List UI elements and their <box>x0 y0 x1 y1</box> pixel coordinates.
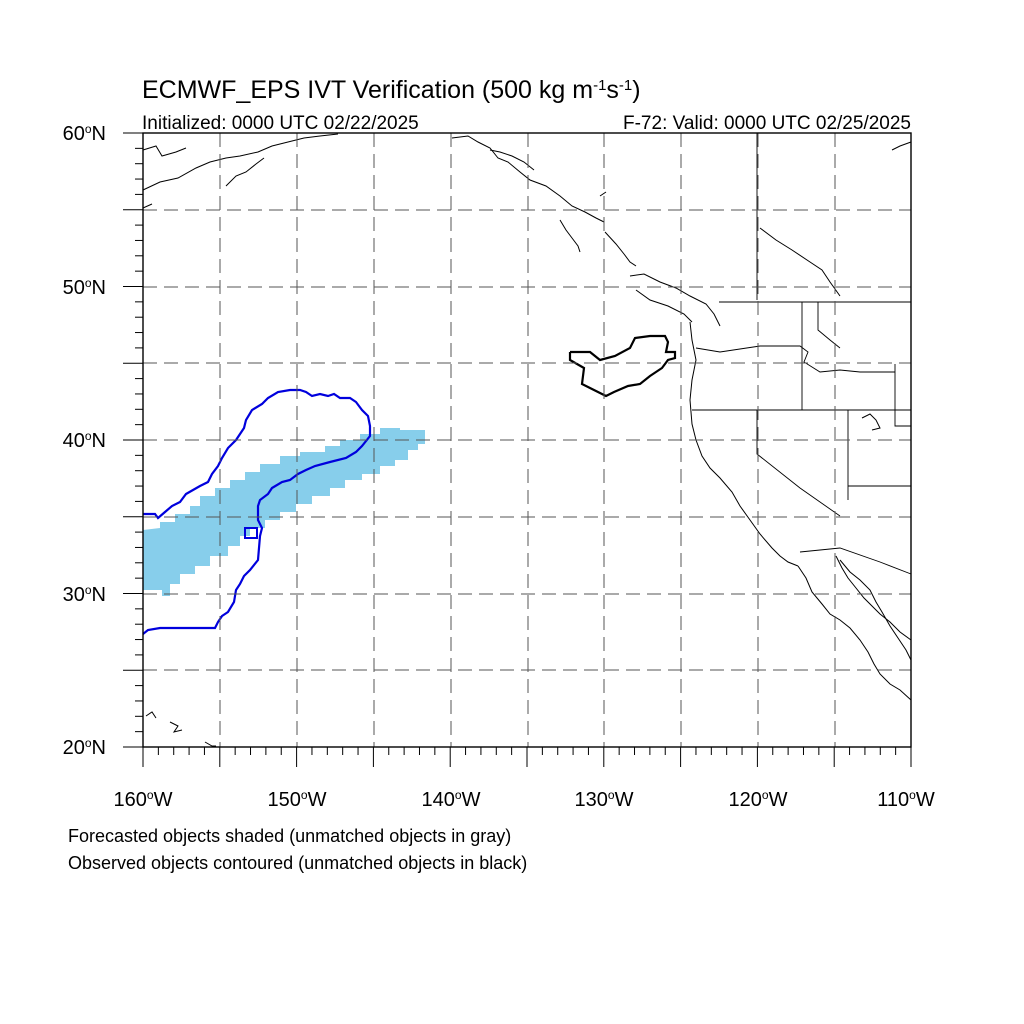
y-tick-label: 60oN <box>63 122 106 145</box>
x-tick-label: 150oW <box>268 788 327 811</box>
x-tick-label: 130oW <box>575 788 634 811</box>
axis-ticks <box>123 132 912 767</box>
observed-object-contour-segment <box>244 527 258 539</box>
political-borders <box>692 133 912 575</box>
observed-object-contour <box>142 388 372 635</box>
x-tick-label: 140oW <box>422 788 481 811</box>
x-tick-label: 120oW <box>729 788 788 811</box>
forecast-object-shaded <box>143 428 425 596</box>
y-axis-labels: 60oN 50oN 40oN 30oN 20oN <box>63 122 106 759</box>
map-title: ECMWF_EPS IVT Verification (500 kg m-1s-… <box>142 76 641 104</box>
init-time-label: Initialized: 0000 UTC 02/22/2025 <box>142 113 419 134</box>
x-axis-labels: 160oW 150oW 140oW 130oW 120oW 110oW <box>114 788 935 811</box>
forecast-legend-note: Forecasted objects shaded (unmatched obj… <box>68 826 511 846</box>
y-tick-label: 20oN <box>63 736 106 759</box>
valid-time-label: F-72: Valid: 0000 UTC 02/25/2025 <box>623 113 911 134</box>
graticule <box>143 133 911 747</box>
y-tick-label: 40oN <box>63 429 106 452</box>
observed-unmatched-contour <box>568 334 677 398</box>
x-tick-label: 160oW <box>114 788 173 811</box>
coastlines <box>142 133 912 747</box>
y-tick-label: 30oN <box>63 583 106 606</box>
x-tick-label: 110oW <box>877 788 935 811</box>
y-tick-label: 50oN <box>63 276 106 299</box>
map-panel <box>123 132 912 767</box>
observed-legend-note: Observed objects contoured (unmatched ob… <box>68 853 527 873</box>
